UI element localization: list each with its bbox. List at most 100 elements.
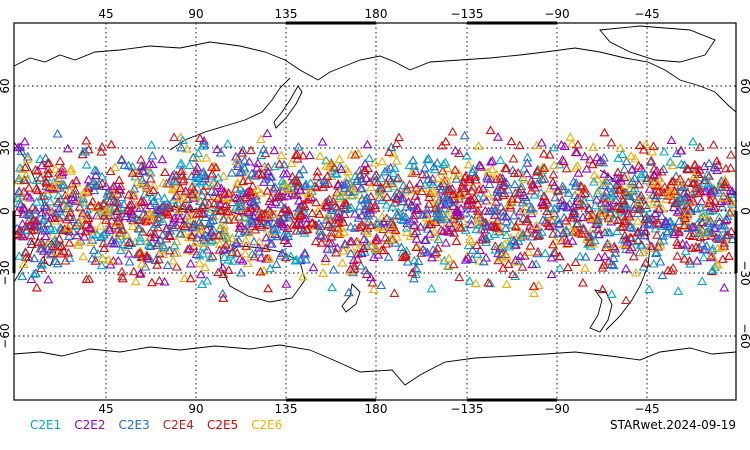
- observation-marker: [77, 149, 88, 159]
- observation-marker: [365, 272, 376, 282]
- observation-marker: [486, 196, 497, 205]
- observation-marker: [461, 150, 472, 160]
- observation-marker: [578, 223, 589, 232]
- observation-marker: [533, 246, 543, 256]
- observation-marker: [143, 214, 154, 224]
- observation-marker: [699, 178, 710, 187]
- observation-marker: [91, 202, 101, 212]
- top-longitude-labels: 45 90 135 180 −135 −90 −45: [98, 7, 659, 21]
- lat-tick-right: 60: [738, 78, 750, 93]
- observation-marker: [699, 175, 710, 185]
- observation-marker: [405, 231, 416, 241]
- observation-marker: [457, 183, 468, 193]
- observation-marker: [397, 192, 408, 202]
- observation-marker: [698, 252, 709, 262]
- observation-marker: [407, 167, 418, 176]
- observation-marker: [271, 224, 282, 234]
- observation-marker: [307, 208, 318, 217]
- observation-marker: [194, 258, 205, 267]
- observation-marker: [179, 273, 190, 283]
- observation-marker: [64, 253, 75, 262]
- observation-marker: [682, 163, 693, 173]
- observation-marker: [17, 164, 27, 173]
- observation-marker: [26, 239, 37, 249]
- observation-marker: [171, 261, 182, 271]
- observation-marker: [80, 185, 91, 194]
- observation-marker: [483, 277, 494, 287]
- observation-marker: [382, 192, 392, 201]
- observation-marker: [39, 190, 49, 200]
- observation-marker: [68, 194, 79, 204]
- observation-marker: [198, 138, 209, 148]
- observation-marker: [695, 202, 706, 212]
- observation-marker: [70, 185, 81, 195]
- observation-marker: [726, 206, 737, 216]
- observation-marker: [659, 182, 670, 191]
- observation-marker: [184, 243, 195, 253]
- observation-marker: [197, 200, 208, 210]
- observation-marker: [636, 171, 647, 181]
- observation-marker: [193, 148, 204, 157]
- observation-marker: [78, 146, 89, 156]
- observation-marker: [94, 210, 105, 219]
- observation-marker: [599, 190, 610, 200]
- observation-marker: [128, 266, 139, 276]
- observation-marker: [279, 159, 290, 169]
- observation-marker: [252, 184, 263, 194]
- observation-marker: [540, 248, 551, 257]
- observation-marker: [296, 253, 307, 263]
- observation-marker: [178, 201, 189, 211]
- observation-marker: [158, 178, 169, 187]
- observation-marker: [175, 183, 186, 193]
- observation-marker: [709, 162, 720, 171]
- observation-marker: [170, 201, 181, 210]
- observation-marker: [463, 195, 474, 205]
- observation-marker: [503, 198, 514, 208]
- observation-marker: [674, 205, 685, 215]
- observation-marker: [99, 243, 110, 252]
- observation-marker: [489, 229, 500, 239]
- observation-marker: [464, 234, 475, 243]
- observation-marker: [405, 216, 416, 225]
- observation-marker: [549, 142, 559, 152]
- observation-marker: [254, 246, 265, 256]
- observation-marker: [681, 200, 692, 210]
- observation-marker: [674, 196, 684, 206]
- observation-marker: [39, 200, 50, 210]
- observation-marker: [299, 201, 310, 210]
- observation-marker: [60, 204, 71, 214]
- lon-tick-top: 45: [98, 7, 113, 21]
- observation-marker: [168, 184, 179, 194]
- observation-marker: [191, 166, 202, 176]
- observation-marker: [451, 174, 462, 183]
- observation-marker: [272, 231, 283, 241]
- observation-marker: [610, 182, 621, 192]
- observation-marker: [472, 206, 483, 215]
- observation-marker: [128, 187, 139, 197]
- observation-marker: [190, 237, 201, 247]
- observation-marker: [208, 225, 219, 235]
- observation-marker: [568, 206, 579, 216]
- observation-marker: [380, 232, 391, 242]
- observation-marker: [58, 179, 69, 189]
- observation-marker: [528, 179, 539, 189]
- observation-marker: [542, 218, 553, 227]
- observation-marker: [522, 227, 533, 237]
- observation-marker: [365, 240, 376, 249]
- observation-marker: [237, 145, 248, 154]
- observation-marker: [459, 130, 470, 140]
- observation-marker: [450, 145, 461, 155]
- observation-marker: [22, 208, 33, 217]
- observation-marker: [409, 255, 420, 265]
- observation-marker: [33, 237, 44, 247]
- observation-marker: [612, 226, 623, 236]
- observation-marker: [720, 163, 731, 173]
- observation-marker: [621, 188, 632, 198]
- observation-marker: [658, 231, 668, 240]
- observation-marker: [570, 147, 581, 157]
- observation-marker: [221, 245, 231, 254]
- observation-marker: [354, 201, 365, 210]
- observation-marker: [262, 185, 273, 195]
- observation-marker: [693, 188, 704, 198]
- observation-marker: [558, 200, 569, 209]
